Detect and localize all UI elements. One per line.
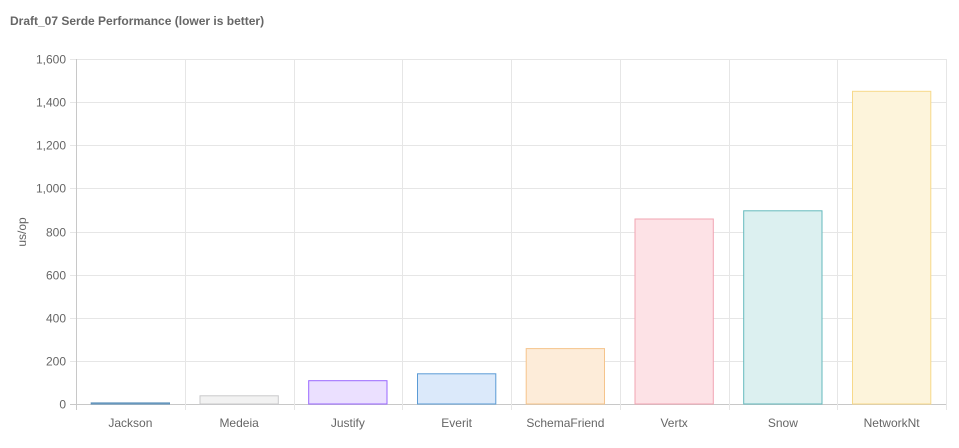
bar-schemafriend[interactable]	[525, 348, 606, 405]
x-tick-label: SchemaFriend	[526, 416, 604, 430]
bar-networknt[interactable]	[852, 90, 932, 405]
x-tick-label: Medeia	[219, 416, 259, 430]
y-tick-label: 1,600	[36, 53, 66, 67]
bars	[90, 90, 932, 405]
x-tick-label: NetworkNt	[864, 416, 921, 430]
chart-title: Draft_07 Serde Performance (lower is bet…	[10, 14, 265, 28]
y-tick-label: 600	[46, 269, 66, 283]
y-tick-label: 0	[59, 398, 66, 412]
bar-everit[interactable]	[417, 373, 497, 405]
y-tick-label: 1,200	[36, 139, 66, 153]
bar-snow[interactable]	[743, 210, 823, 405]
y-axis: 0 200 400 600 800 1,000 1,200 1,400 1,600	[36, 53, 66, 412]
y-axis-title: us/op	[15, 217, 29, 247]
x-tick-label: Justify	[331, 416, 365, 430]
bar-vertx[interactable]	[634, 218, 714, 405]
y-tick-label: 200	[46, 355, 66, 369]
y-tick-label: 800	[46, 226, 66, 240]
y-tick-label: 400	[46, 312, 66, 326]
bar-justify[interactable]	[308, 380, 388, 405]
x-tick-label: Vertx	[660, 416, 687, 430]
x-tick-label: Jackson	[108, 416, 152, 430]
y-tick-label: 1,000	[36, 182, 66, 196]
x-tick-label: Snow	[768, 416, 798, 430]
bar-medeia[interactable]	[199, 395, 279, 405]
bar-jackson[interactable]	[90, 402, 170, 405]
y-tick-label: 1,400	[36, 96, 66, 110]
x-axis: Jackson Medeia Justify Everit SchemaFriend Ve…	[108, 416, 920, 430]
x-tick-label: Everit	[441, 416, 472, 430]
